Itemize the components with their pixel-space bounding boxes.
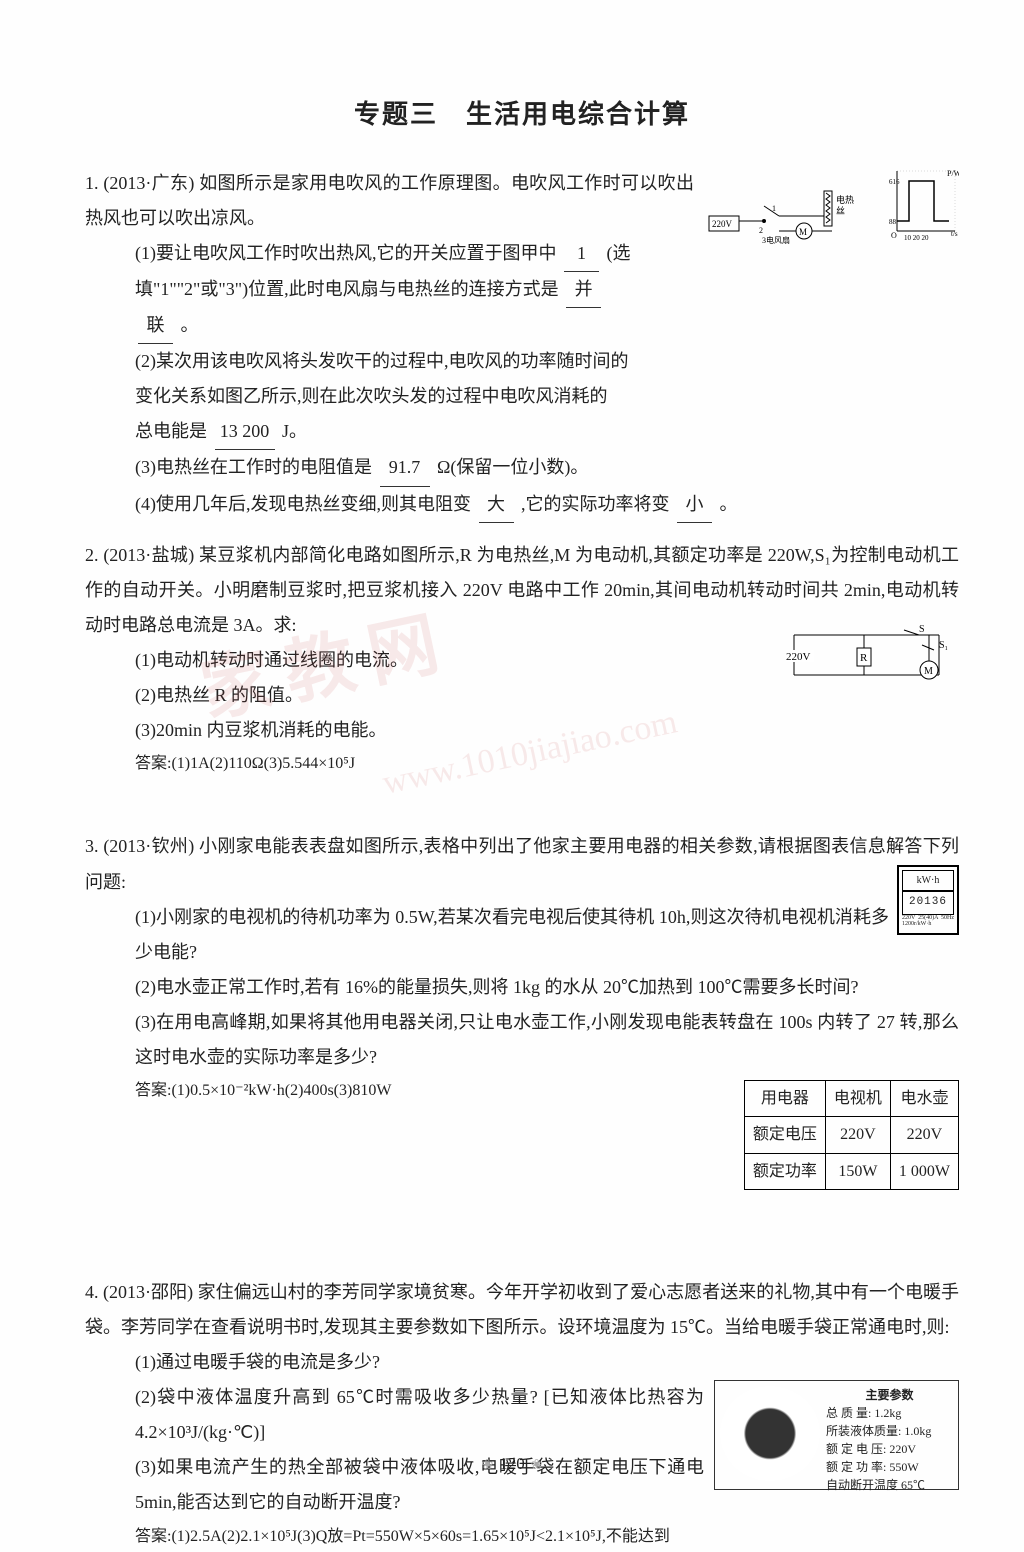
svg-text:2: 2 (759, 226, 763, 235)
q1-circuit: 220V 2 1 3电风扇 电热 丝 M (704, 171, 884, 246)
q4-number: 4. (85, 1282, 99, 1302)
q1-p3a: (3)电热丝在工作时的电阻值是 (135, 457, 372, 477)
q3-p3: (3)在用电高峰期,如果将其他用电器关闭,只让电水壶工作,小刚发现电能表转盘在 … (85, 1005, 959, 1075)
question-3: 3. (2013·钦州) 小刚家电能表表盘如图所示,表格中列出了他家主要用电器的… (85, 829, 959, 1189)
warmer-specs: 主要参数 总 质 量: 1.2kg 所装液体质量: 1.0kg 额 定 电 压:… (820, 1386, 953, 1484)
svg-text:220V: 220V (712, 219, 733, 229)
svg-text:S₁: S₁ (939, 640, 948, 651)
svg-text:220V: 220V (786, 651, 811, 663)
svg-text:丝: 丝 (836, 205, 845, 216)
spec-line: 总 质 量: 1.2kg (826, 1404, 953, 1422)
q3-meter: kW·h 20136 220V 25(40)A 50Hz 1200r/kW·h (897, 865, 959, 935)
q1-number: 1. (85, 173, 99, 193)
q1-p1c: 填"1""2"或"3")位置,此时电风扇与电热丝的连接方式是 (135, 279, 559, 299)
table-cell: 电视机 (825, 1081, 890, 1117)
spec-title: 主要参数 (826, 1386, 953, 1404)
svg-text:M: M (924, 666, 933, 677)
table-cell: 额定电压 (744, 1117, 825, 1153)
q1-p4a: (4)使用几年后,发现电热丝变细,则其电阻变 (135, 494, 471, 514)
q4-p1: (1)通过电暖手袋的电流是多少? (85, 1345, 959, 1380)
q2-circuit: S 220V R M S₁ (784, 620, 959, 690)
spec-line: 额 定 功 率: 550W (826, 1458, 953, 1476)
q1-source: (2013·广东) (103, 173, 194, 193)
svg-text:88: 88 (889, 218, 897, 226)
table-cell: 150W (825, 1153, 890, 1189)
spec-line: 额 定 电 压: 220V (826, 1440, 953, 1458)
meter-unit: kW·h (902, 870, 954, 892)
q1-blank3: 13 200 (215, 414, 275, 450)
q1-p2a: (2)某次用该电吹风将头发吹干的过程中,电吹风的功率随时间的 (85, 344, 959, 379)
svg-text:616: 616 (889, 178, 900, 186)
q2-answer: 答案:(1)1A(2)110Ω(3)5.544×10⁵J (85, 748, 959, 779)
q3-p1: (1)小刚家的电视机的待机功率为 0.5W,若某次看完电视后使其待机 10h,则… (85, 900, 959, 970)
q2-source: (2013·盐城) (103, 545, 194, 565)
page-number: 120 (476, 1447, 549, 1480)
table-cell: 用电器 (744, 1081, 825, 1117)
svg-text:M: M (799, 227, 807, 237)
table-cell: 电水壶 (890, 1081, 958, 1117)
q3-stem: 小刚家电能表表盘如图所示,表格中列出了他家主要用电器的相关参数,请根据图表信息解… (85, 836, 959, 891)
q1-p1a: (1)要让电吹风工作时吹出热风,它的开关应置于图甲中 (135, 243, 557, 263)
q1-p1e: 。 (181, 315, 199, 335)
q1-graph: P/W 616 88 10 20 20 t/s O (889, 166, 959, 246)
svg-text:S: S (919, 624, 925, 635)
q2-p3: (3)20min 内豆浆机消耗的电能。 (85, 713, 959, 748)
question-2: 2. (2013·盐城) 某豆浆机内部简化电路如图所示,R 为电热丝,M 为电动… (85, 538, 959, 780)
q3-p2: (2)电水壶正常工作时,若有 16%的能量损失,则将 1kg 的水从 20℃加热… (85, 970, 959, 1005)
q1-p2d: J。 (282, 421, 307, 441)
svg-text:3电风扇: 3电风扇 (762, 235, 790, 245)
q2-number: 2. (85, 545, 99, 565)
q1-blank2: 并 (566, 272, 601, 308)
page-title: 专题三 生活用电综合计算 (85, 90, 959, 141)
table-row: 额定功率 150W 1 000W (744, 1153, 958, 1189)
q1-p3b: Ω(保留一位小数)。 (437, 457, 588, 477)
q1-blank1: 1 (564, 236, 599, 272)
q4-stem: 家住偏远山村的李芳同学家境贫寒。今年开学初收到了爱心志愿者送来的礼物,其中有一个… (85, 1282, 959, 1337)
svg-text:O: O (891, 231, 897, 240)
q1-p1d: 联 (138, 308, 173, 344)
question-1: P/W 616 88 10 20 20 t/s O 220V 2 1 3电风扇 … (85, 166, 959, 523)
q4-spec-box: 主要参数 总 质 量: 1.2kg 所装液体质量: 1.0kg 额 定 电 压:… (714, 1380, 959, 1490)
spec-line: 自动断开温度 65℃ (826, 1476, 953, 1494)
q1-blank4: 91.7 (380, 450, 430, 486)
q4-source: (2013·邵阳) (103, 1282, 193, 1302)
q1-blank6: 小 (677, 487, 712, 523)
q1-p4b: ,它的实际功率将变 (521, 494, 670, 514)
q1-p4c: 。 (720, 494, 738, 514)
q1-p2b: 变化关系如图乙所示,则在此次吹头发的过程中电吹风消耗的 (85, 379, 959, 414)
svg-text:电热: 电热 (836, 194, 854, 205)
q4-answer: 答案:(1)2.5A(2)2.1×10⁵J(3)Q放=Pt=550W×5×60s… (85, 1521, 959, 1552)
meter-reading: 20136 (902, 891, 954, 914)
q1-p2c: 总电能是 (135, 421, 207, 441)
q3-number: 3. (85, 836, 99, 856)
spec-line: 所装液体质量: 1.0kg (826, 1422, 953, 1440)
svg-text:10 20 20: 10 20 20 (904, 234, 929, 242)
question-4: 4. (2013·邵阳) 家住偏远山村的李芳同学家境贫寒。今年开学初收到了爱心志… (85, 1275, 959, 1552)
svg-text:P/W: P/W (947, 169, 959, 178)
q3-source: (2013·钦州) (103, 836, 194, 856)
svg-text:1: 1 (772, 204, 776, 213)
meter-spec: 220V 25(40)A 50Hz 1200r/kW·h (902, 915, 954, 928)
svg-text:t/s: t/s (951, 230, 958, 238)
q1-blank5: 大 (479, 487, 514, 523)
table-cell: 额定功率 (744, 1153, 825, 1189)
warmer-image (720, 1386, 820, 1481)
table-cell: 220V (825, 1117, 890, 1153)
svg-text:R: R (860, 652, 868, 664)
table-cell: 1 000W (890, 1153, 958, 1189)
table-cell: 220V (890, 1117, 958, 1153)
q1-p1b: (选 (607, 243, 631, 263)
table-row: 用电器 电视机 电水壶 (744, 1081, 958, 1117)
q3-table: 用电器 电视机 电水壶 额定电压 220V 220V 额定功率 150W 1 0… (744, 1080, 959, 1190)
table-row: 额定电压 220V 220V (744, 1117, 958, 1153)
